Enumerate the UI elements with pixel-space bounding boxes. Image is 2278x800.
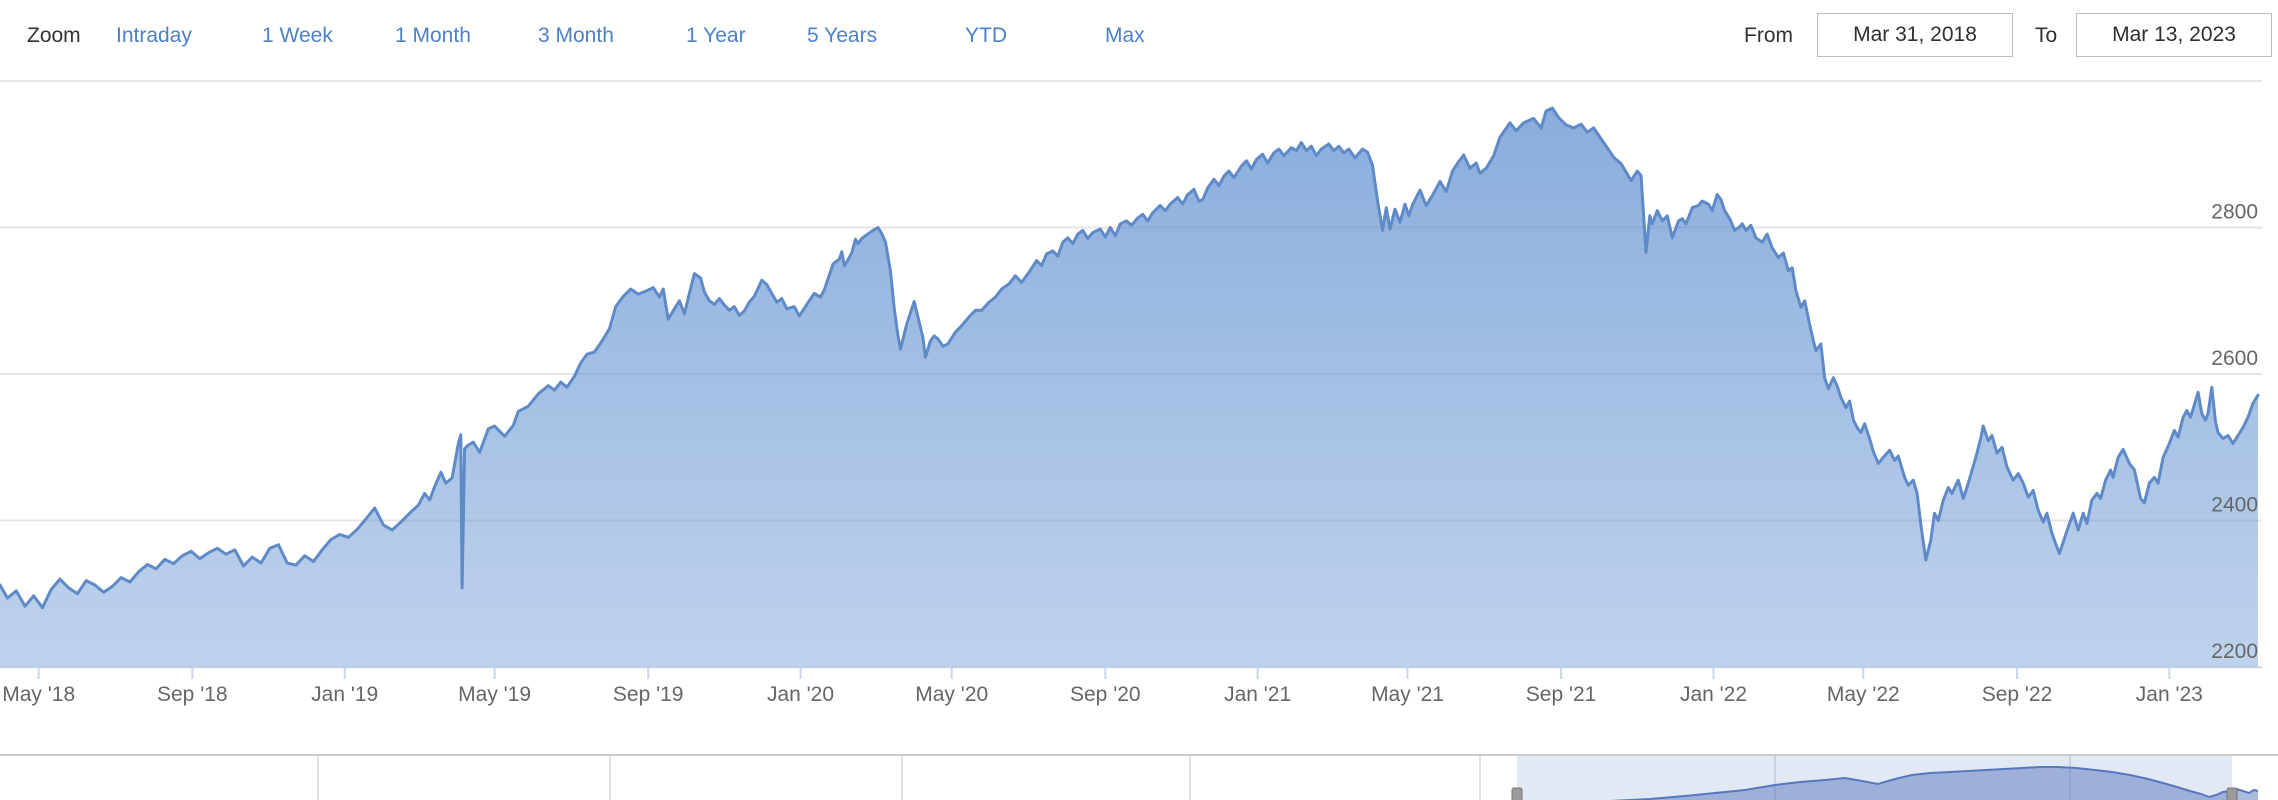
range-button-1-week[interactable]: 1 Week — [262, 24, 333, 47]
x-axis-label: Sep '19 — [613, 683, 684, 706]
from-label: From — [1744, 24, 1793, 47]
range-button-max[interactable]: Max — [1105, 24, 1145, 47]
range-button-3-month[interactable]: 3 Month — [538, 24, 614, 47]
navigator-handle-right[interactable] — [2226, 787, 2238, 800]
x-axis-label: Sep '21 — [1526, 683, 1597, 706]
navigator[interactable] — [0, 754, 2278, 800]
x-axis-label: Sep '20 — [1070, 683, 1141, 706]
navigator-series-fill — [1630, 767, 2258, 800]
x-axis-label: May '18 — [2, 683, 75, 706]
navigator-handle-left[interactable] — [1511, 787, 1523, 800]
range-button-ytd[interactable]: YTD — [965, 24, 1007, 47]
x-axis-label: May '19 — [458, 683, 531, 706]
x-axis-label: Jan '19 — [311, 683, 378, 706]
to-date-input[interactable] — [2076, 13, 2272, 57]
zoom-label: Zoom — [27, 24, 81, 47]
x-axis-label: Sep '18 — [157, 683, 228, 706]
navigator-series-line — [1609, 766, 2259, 800]
x-axis-label: May '22 — [1827, 683, 1900, 706]
x-axis-label: Jan '23 — [2136, 683, 2203, 706]
range-button-1-month[interactable]: 1 Month — [395, 24, 471, 47]
area-series-line — [0, 106, 2260, 610]
x-axis-label: Jan '22 — [1680, 683, 1747, 706]
range-button-5-years[interactable]: 5 Years — [807, 24, 878, 47]
y-axis-label: 2600 — [2211, 347, 2258, 370]
y-axis-label: 2800 — [2211, 201, 2258, 224]
y-axis-label: 2200 — [2211, 640, 2258, 663]
x-axis-label: Jan '20 — [767, 683, 834, 706]
range-button-1-year[interactable]: 1 Year — [686, 24, 746, 47]
x-axis-label: Jan '21 — [1224, 683, 1291, 706]
x-axis-label: Sep '22 — [1982, 683, 2053, 706]
y-axis-label: 2400 — [2211, 494, 2258, 517]
area-series-fill — [0, 108, 2258, 668]
x-axis-label: May '21 — [1371, 683, 1444, 706]
to-label: To — [2035, 24, 2058, 47]
from-date-input[interactable] — [1817, 13, 2013, 57]
x-axis-label: May '20 — [915, 683, 988, 706]
range-button-intraday[interactable]: Intraday — [116, 24, 192, 47]
